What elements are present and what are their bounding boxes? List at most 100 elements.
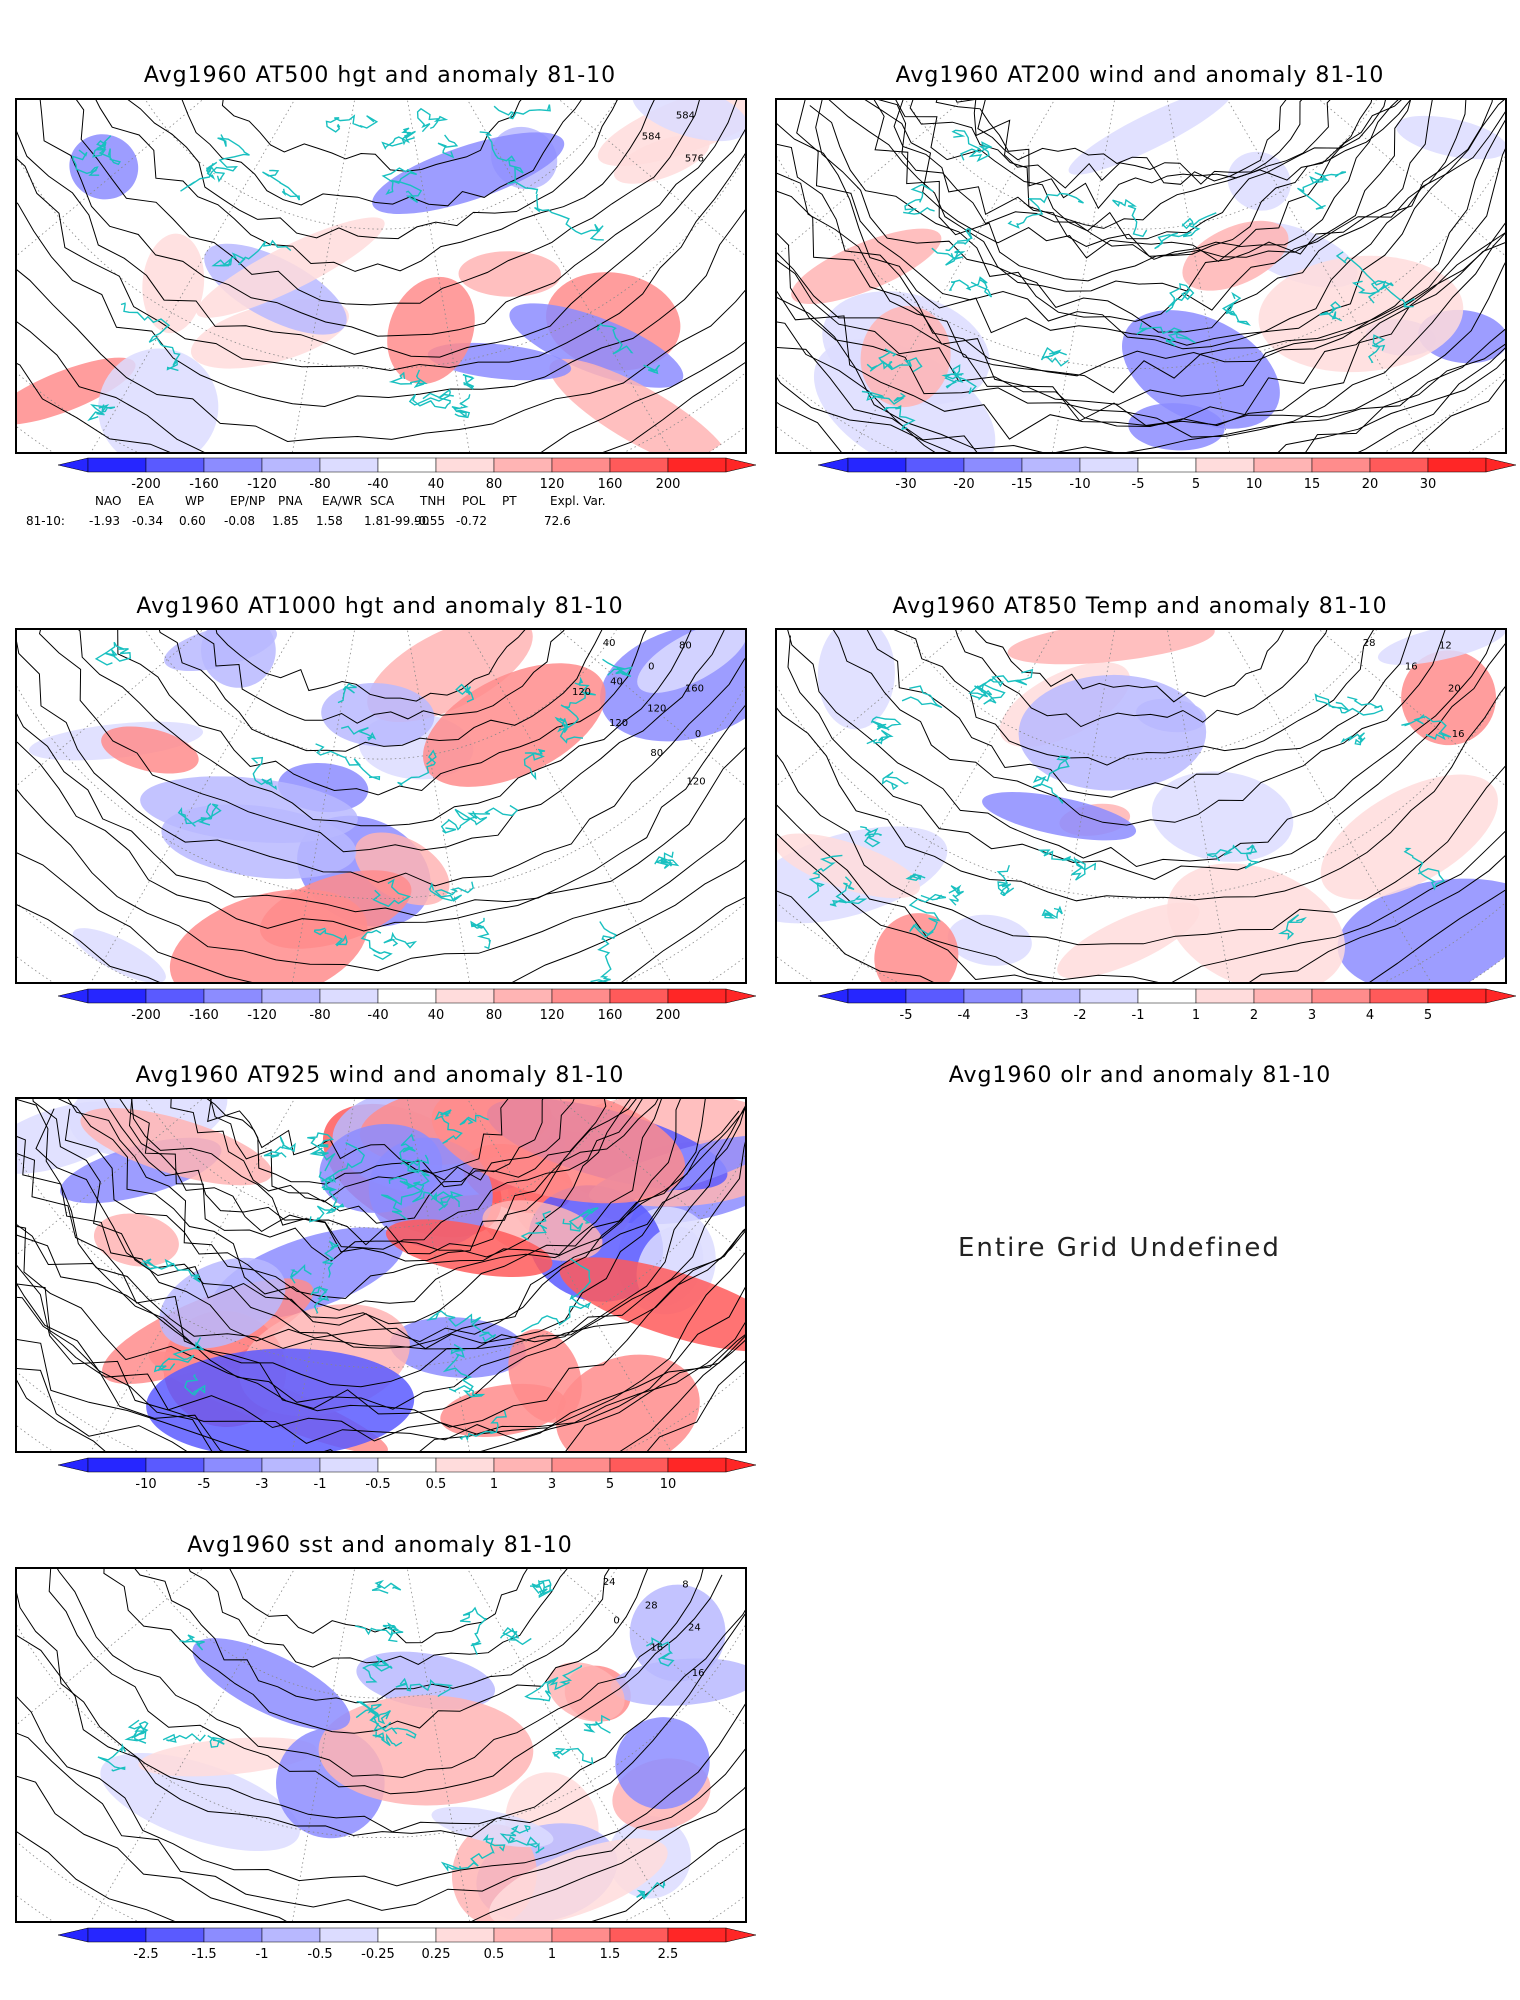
streamline bbox=[98, 1099, 673, 1262]
contour-line bbox=[92, 1569, 658, 1734]
meridian bbox=[1140, 630, 1246, 982]
contour-line bbox=[926, 630, 1361, 728]
coastline bbox=[870, 716, 902, 731]
anomaly-shading bbox=[1227, 151, 1291, 211]
colorbar-tick-label: 1 bbox=[548, 1947, 556, 1962]
streamline bbox=[796, 100, 1505, 350]
anomaly-shading bbox=[138, 1737, 317, 1777]
coastline bbox=[307, 1132, 336, 1172]
contour-line bbox=[169, 630, 588, 702]
coastline bbox=[369, 1716, 417, 1739]
coastline bbox=[1340, 732, 1366, 746]
colorbar-tick-label: -1.5 bbox=[191, 1947, 216, 1962]
coastline bbox=[428, 881, 474, 902]
coastline bbox=[1222, 291, 1251, 326]
colorbar-segment bbox=[1137, 988, 1197, 1004]
colorbar-segment bbox=[493, 457, 553, 473]
colorbar-segment bbox=[1021, 988, 1081, 1004]
coastline bbox=[205, 161, 225, 183]
coastline bbox=[337, 683, 357, 704]
colorbar-segment bbox=[493, 1457, 553, 1473]
coastline bbox=[179, 1634, 205, 1651]
colorbar-segment bbox=[377, 1457, 437, 1473]
map-1000hgt: 80 160 0 40 0 120 40 120 80 120 120 bbox=[15, 628, 747, 984]
colorbar-tick-label: -80 bbox=[309, 477, 330, 492]
colorbar-segment bbox=[1253, 457, 1313, 473]
coastline bbox=[534, 193, 604, 241]
tele-value: -0.55 bbox=[414, 514, 446, 528]
coastline bbox=[996, 864, 1015, 897]
colorbar-segment bbox=[551, 1927, 611, 1943]
latitude-circle bbox=[777, 630, 1505, 900]
colorbar-arrow-right bbox=[725, 1457, 757, 1473]
tele-value: -0.72 bbox=[456, 514, 488, 528]
colorbar-segment bbox=[145, 988, 205, 1004]
tele-header: PT bbox=[502, 494, 517, 508]
tele-value: 1.85 bbox=[272, 514, 299, 528]
colorbar-tick-label: 1 bbox=[490, 1477, 498, 1492]
coastline bbox=[341, 725, 377, 741]
coastline bbox=[860, 826, 882, 848]
meridian bbox=[276, 100, 382, 452]
meridian bbox=[380, 630, 486, 982]
coastline bbox=[313, 927, 348, 947]
streamline bbox=[17, 1099, 745, 1451]
streamline bbox=[178, 1099, 612, 1188]
colorbar-segment bbox=[1427, 457, 1487, 473]
coastline bbox=[945, 228, 973, 252]
colorbar-925wind: -10 -5 -3 -1 -0.5 0.5 1 3 5 10 bbox=[57, 1457, 757, 1494]
colorbar-tick-label: -30 bbox=[895, 477, 916, 492]
meridian bbox=[276, 1099, 382, 1451]
colorbar-500hgt: -200 -160 -120 -80 -40 40 80 120 160 200 bbox=[57, 457, 757, 494]
streamline bbox=[777, 100, 1505, 377]
colorbar-segment bbox=[377, 1927, 437, 1943]
tele-value: -0.08 bbox=[224, 514, 256, 528]
coastline bbox=[372, 878, 412, 908]
colorbar-segment bbox=[667, 1927, 727, 1943]
colorbar-tick-label: 20 bbox=[1362, 477, 1379, 492]
colorbar-tick-label: -120 bbox=[247, 1008, 277, 1023]
map-850temp: 12 20 16 28 16 bbox=[775, 628, 1507, 984]
coastline bbox=[1368, 334, 1386, 364]
coastline bbox=[1403, 847, 1446, 891]
coastline bbox=[559, 676, 596, 744]
coastline bbox=[951, 129, 992, 163]
coastline bbox=[94, 641, 132, 666]
meridian bbox=[276, 1569, 382, 1921]
coastline bbox=[948, 884, 964, 906]
colorbar-arrow-left bbox=[57, 1457, 89, 1473]
panel-title-500hgt: Avg1960 AT500 hgt and anomaly 81-10 bbox=[143, 63, 617, 88]
colorbar-segment bbox=[667, 1457, 727, 1473]
anomaly-shading bbox=[318, 1695, 534, 1806]
streamline bbox=[17, 1099, 745, 1350]
colorbar-tick-label: 0.25 bbox=[422, 1947, 451, 1962]
meridian bbox=[777, 100, 1142, 156]
contour-line bbox=[45, 1569, 723, 1795]
colorbar-tick-label: -0.25 bbox=[361, 1947, 395, 1962]
colorbar-segment bbox=[551, 457, 611, 473]
colorbar-segment bbox=[609, 1457, 669, 1473]
contour-line bbox=[17, 1569, 745, 1911]
colorbar-segment bbox=[261, 988, 321, 1004]
colorbar-segment bbox=[1195, 988, 1255, 1004]
anomaly-shading bbox=[817, 630, 895, 730]
panel-title-850temp: Avg1960 AT850 Temp and anomaly 81-10 bbox=[892, 594, 1388, 619]
coastline bbox=[1401, 714, 1452, 741]
colorbar-segment bbox=[87, 1927, 147, 1943]
contour-line bbox=[17, 630, 745, 972]
contour-line bbox=[89, 100, 669, 272]
anomaly-shading bbox=[947, 914, 1032, 966]
contour-line bbox=[17, 1569, 745, 1833]
colorbar-segment bbox=[847, 457, 907, 473]
contour-label: 24 bbox=[603, 1577, 616, 1588]
coastline bbox=[120, 302, 181, 372]
map-content bbox=[777, 630, 1505, 982]
tele-header: EP/NP bbox=[230, 494, 266, 508]
coastline bbox=[470, 917, 492, 950]
contour-label: 28 bbox=[1363, 638, 1376, 649]
contour-label: 40 bbox=[603, 638, 616, 649]
contour-line bbox=[121, 630, 635, 752]
coastline bbox=[941, 364, 977, 395]
contour-line bbox=[873, 630, 1389, 766]
coastline bbox=[360, 929, 393, 961]
